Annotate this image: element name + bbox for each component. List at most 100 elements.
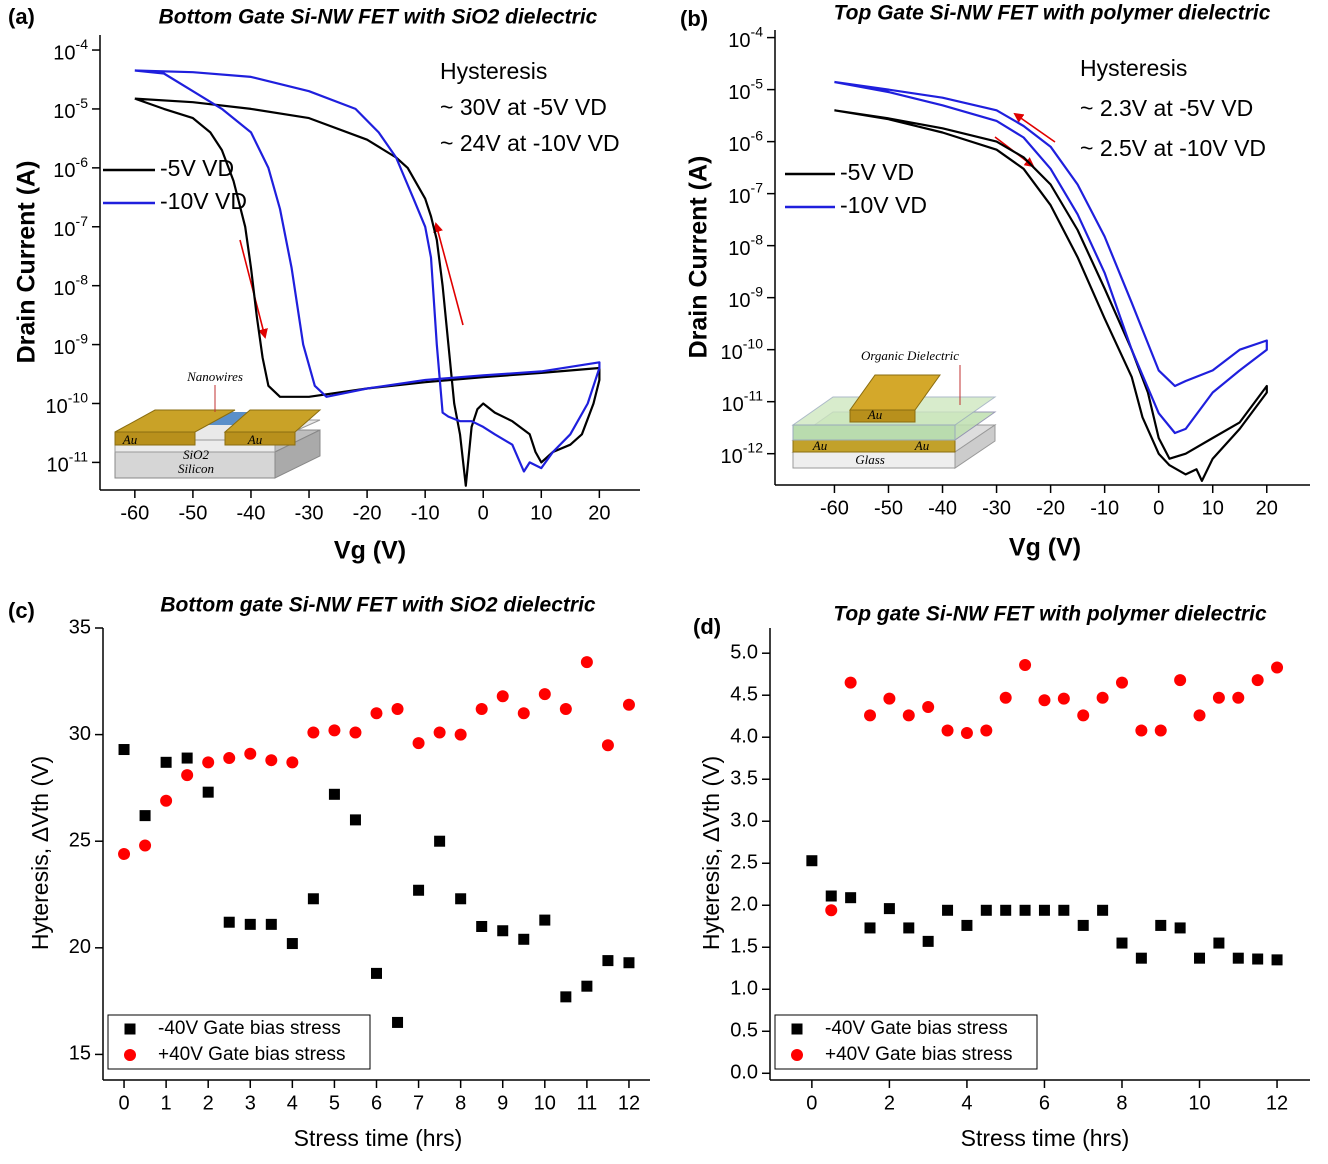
- legend-label: -40V Gate bias stress: [825, 1018, 1008, 1039]
- chart-title: Top Gate Si-NW FET with polymer dielectr…: [834, 2, 1271, 25]
- marker: [139, 810, 151, 822]
- marker: [1097, 904, 1109, 916]
- panel-label: (c): [8, 598, 35, 623]
- marker: [160, 756, 172, 768]
- x-tick-label: 20: [1256, 497, 1278, 519]
- x-tick-label: 5: [329, 1092, 340, 1114]
- marker: [202, 756, 215, 769]
- x-tick-label: -30: [982, 497, 1011, 519]
- y-tick-label: 30: [69, 723, 91, 745]
- marker: [980, 724, 993, 737]
- marker: [883, 692, 896, 705]
- y-axis-label: Hyteresis, ∆Vth (V): [27, 756, 53, 950]
- x-tick-label: 10: [534, 1092, 556, 1114]
- y-tick-label: 3.5: [730, 768, 758, 790]
- marker: [1038, 904, 1050, 916]
- marker: [1135, 724, 1148, 737]
- marker: [497, 925, 509, 937]
- marker: [391, 703, 404, 716]
- x-tick-label: 10: [530, 502, 552, 524]
- y-tick-label: 10-8: [53, 271, 88, 300]
- annotation: ~ 2.3V at -5V VD: [1080, 95, 1253, 121]
- y-axis-label: Drain Current (A): [13, 161, 41, 364]
- y-tick-label: 15: [69, 1043, 91, 1065]
- marker: [265, 754, 278, 767]
- marker: [328, 788, 340, 800]
- chart-title: Bottom gate Si-NW FET with SiO2 dielectr…: [160, 594, 596, 617]
- sweep-arrow: [1013, 112, 1056, 143]
- marker: [455, 893, 467, 905]
- x-tick-label: -30: [295, 502, 324, 524]
- marker: [223, 916, 235, 928]
- x-tick-label: 2: [203, 1092, 214, 1114]
- y-tick-label: 10-5: [53, 95, 88, 124]
- inset-label: Au: [122, 432, 138, 447]
- x-tick-label: -20: [1036, 497, 1065, 519]
- y-tick-label: 3.0: [730, 810, 758, 832]
- y-tick-label: 5.0: [730, 641, 758, 663]
- marker: [1058, 904, 1070, 916]
- legend-label: -5V VD: [840, 159, 914, 185]
- marker: [960, 727, 973, 740]
- legend-marker: [791, 1023, 803, 1035]
- y-tick-label: 10-6: [53, 154, 88, 183]
- marker: [580, 656, 593, 669]
- x-tick-label: -50: [178, 502, 207, 524]
- data-line: [834, 80, 1268, 435]
- marker: [223, 752, 236, 765]
- marker: [601, 739, 614, 752]
- marker: [1135, 952, 1147, 964]
- y-tick-label: 10-4: [728, 23, 763, 52]
- x-tick-label: 12: [618, 1092, 640, 1114]
- inset-b: [791, 365, 997, 469]
- legend-label: -40V Gate bias stress: [158, 1018, 341, 1039]
- x-axis-label: Vg (V): [334, 537, 406, 565]
- marker: [413, 884, 425, 896]
- marker: [475, 703, 488, 716]
- x-tick-label: 0: [1153, 497, 1164, 519]
- marker: [202, 786, 214, 798]
- y-tick-label: 10-10: [721, 335, 764, 364]
- inset-a: [114, 385, 322, 479]
- y-tick-label: 10-9: [53, 330, 88, 359]
- marker: [349, 726, 362, 739]
- marker: [539, 914, 551, 926]
- inset-label: Au: [247, 432, 263, 447]
- marker: [286, 938, 298, 950]
- marker: [1271, 661, 1284, 674]
- x-tick-label: 10: [1202, 497, 1224, 519]
- marker: [139, 839, 152, 852]
- marker: [476, 920, 488, 932]
- marker: [1077, 709, 1090, 722]
- chart-title: Top gate Si-NW FET with polymer dielectr…: [833, 603, 1267, 626]
- data-line: [134, 69, 601, 473]
- marker: [1077, 919, 1089, 931]
- y-tick-label: 10-10: [46, 389, 89, 418]
- x-axis-label: Stress time (hrs): [961, 1125, 1130, 1151]
- marker: [244, 918, 256, 930]
- inset-label: Organic Dielectric: [861, 348, 959, 363]
- x-tick-label: 10: [1188, 1092, 1210, 1114]
- data-line: [834, 109, 1268, 482]
- marker: [517, 707, 530, 720]
- inset-label: Glass: [855, 452, 885, 467]
- x-tick-label: -40: [928, 497, 957, 519]
- marker: [244, 747, 257, 760]
- marker: [412, 737, 425, 750]
- y-tick-label: 0.5: [730, 1020, 758, 1042]
- marker: [160, 794, 173, 807]
- y-tick-label: 10-5: [728, 75, 763, 104]
- marker: [1154, 724, 1167, 737]
- x-axis-label: Stress time (hrs): [294, 1125, 463, 1151]
- marker: [1252, 953, 1264, 965]
- marker: [349, 814, 361, 826]
- x-tick-label: 0: [118, 1092, 129, 1114]
- marker: [560, 991, 572, 1003]
- marker: [1038, 694, 1051, 707]
- marker: [371, 967, 382, 979]
- legend-box: [107, 1014, 371, 1070]
- marker: [433, 726, 446, 739]
- legend-label: -5V VD: [160, 155, 234, 181]
- marker: [1000, 904, 1012, 916]
